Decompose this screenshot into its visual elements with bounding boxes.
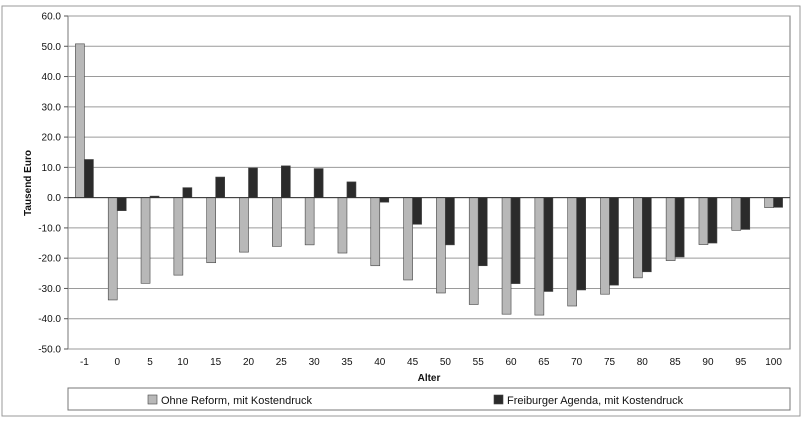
y-tick-label: 50.0 bbox=[42, 42, 62, 53]
y-tick-label: 20.0 bbox=[42, 133, 62, 144]
x-tick-label: 75 bbox=[604, 357, 616, 368]
y-tick-labels: 60.0 50.0 40.0 30.0 20.0 10.0 0.0 -10.0 -20.0 -30… bbox=[38, 12, 61, 356]
bar-freiburger-agenda bbox=[609, 197, 619, 286]
y-axis-label: Tausend Euro bbox=[23, 150, 34, 216]
x-tick-label: 45 bbox=[407, 357, 419, 368]
x-tick-label: 95 bbox=[735, 357, 747, 368]
x-tick-label: 100 bbox=[765, 357, 782, 368]
y-tick-label: -10.0 bbox=[38, 223, 61, 234]
bar-ohne-reform bbox=[633, 197, 643, 279]
bar-ohne-reform bbox=[600, 197, 610, 295]
bar-ohne-reform bbox=[403, 197, 413, 281]
x-tick-label: 55 bbox=[473, 357, 485, 368]
bar-freiburger-agenda bbox=[346, 181, 357, 198]
bar-ohne-reform bbox=[731, 197, 742, 231]
bar-freiburger-agenda bbox=[313, 168, 324, 198]
bar-ohne-reform bbox=[665, 197, 676, 261]
x-tick-label: -1 bbox=[80, 357, 89, 368]
y-tick-label: 10.0 bbox=[42, 163, 62, 174]
bar-ohne-reform bbox=[272, 197, 282, 247]
y-tick-label: 60.0 bbox=[42, 12, 62, 23]
x-tick-label: 5 bbox=[147, 357, 153, 368]
x-axis-label: Alter bbox=[418, 373, 441, 384]
bar-freiburger-agenda bbox=[543, 197, 554, 292]
x-tick-label: 0 bbox=[114, 357, 120, 368]
x-tick-label: 25 bbox=[276, 357, 288, 368]
plot-area bbox=[67, 15, 791, 350]
x-tick-label: 85 bbox=[670, 357, 682, 368]
x-tick-label: 20 bbox=[243, 357, 255, 368]
x-tick-label: 90 bbox=[702, 357, 714, 368]
bars bbox=[75, 43, 783, 316]
bar-freiburger-agenda bbox=[412, 197, 422, 225]
bar-ohne-reform bbox=[370, 197, 381, 267]
bar-freiburger-agenda bbox=[477, 197, 488, 267]
legend-swatch bbox=[147, 394, 158, 405]
bar-freiburger-agenda bbox=[773, 197, 783, 208]
bar-ohne-reform bbox=[436, 197, 446, 294]
y-tick-label: 30.0 bbox=[42, 102, 62, 113]
bar-freiburger-agenda bbox=[576, 197, 586, 291]
legend-label: Ohne Reform, mit Kostendruck bbox=[161, 395, 313, 407]
bar-freiburger-agenda bbox=[182, 187, 193, 198]
x-tick-label: 15 bbox=[210, 357, 222, 368]
bar-ohne-reform bbox=[140, 197, 151, 284]
x-tick-label: 50 bbox=[440, 357, 452, 368]
bar-freiburger-agenda bbox=[281, 165, 291, 198]
x-tick-label: 65 bbox=[538, 357, 550, 368]
bar-ohne-reform bbox=[173, 197, 184, 276]
bar-ohne-reform bbox=[107, 197, 118, 301]
legend-swatch bbox=[493, 394, 504, 405]
bar-freiburger-agenda bbox=[84, 159, 94, 198]
legend-box bbox=[67, 387, 791, 411]
y-tick-label: -30.0 bbox=[38, 284, 61, 295]
bar-freiburger-agenda bbox=[642, 197, 652, 273]
bar-ohne-reform bbox=[337, 197, 348, 254]
y-tick-label: -40.0 bbox=[38, 314, 61, 325]
bar-ohne-reform bbox=[698, 197, 709, 245]
x-tick-labels: -1 0 5 10 15 20 25 30 35 40 45 50 55 60 65 70 75 80 85 90 95… bbox=[80, 357, 782, 368]
y-tick-label: -20.0 bbox=[38, 254, 61, 265]
bar-freiburger-agenda bbox=[674, 197, 685, 258]
bar-freiburger-agenda bbox=[510, 197, 521, 284]
bar-freiburger-agenda bbox=[707, 197, 718, 244]
bar-freiburger-agenda bbox=[248, 167, 258, 198]
y-tick-label: 0.0 bbox=[47, 193, 61, 204]
bar-ohne-reform bbox=[206, 197, 216, 264]
x-tick-label: 40 bbox=[374, 357, 386, 368]
x-tick-label: 70 bbox=[571, 357, 583, 368]
bar-ohne-reform bbox=[75, 43, 85, 198]
legend-label: Freiburger Agenda, mit Kostendruck bbox=[507, 395, 684, 407]
bar-ohne-reform bbox=[501, 197, 512, 315]
bar-ohne-reform bbox=[468, 197, 479, 305]
y-tick-label: -50.0 bbox=[38, 345, 61, 356]
x-tick-label: 60 bbox=[505, 357, 517, 368]
bar-freiburger-agenda bbox=[379, 197, 390, 203]
bar-freiburger-agenda bbox=[740, 197, 751, 230]
bar-freiburger-agenda bbox=[215, 176, 225, 198]
bar-ohne-reform bbox=[534, 197, 545, 316]
bar-ohne-reform bbox=[239, 197, 249, 253]
y-tick-label: 40.0 bbox=[42, 72, 62, 83]
bar-ohne-reform bbox=[764, 197, 774, 208]
legend: Ohne Reform, mit Kostendruck Freiburger A… bbox=[147, 394, 684, 407]
bar-ohne-reform bbox=[567, 197, 577, 307]
x-tick-label: 30 bbox=[309, 357, 321, 368]
x-tick-label: 10 bbox=[177, 357, 189, 368]
bar-ohne-reform bbox=[304, 197, 315, 246]
x-tick-label: 80 bbox=[637, 357, 649, 368]
bar-freiburger-agenda bbox=[116, 197, 127, 211]
x-tick-label: 35 bbox=[341, 357, 353, 368]
bar-freiburger-agenda bbox=[445, 197, 455, 246]
